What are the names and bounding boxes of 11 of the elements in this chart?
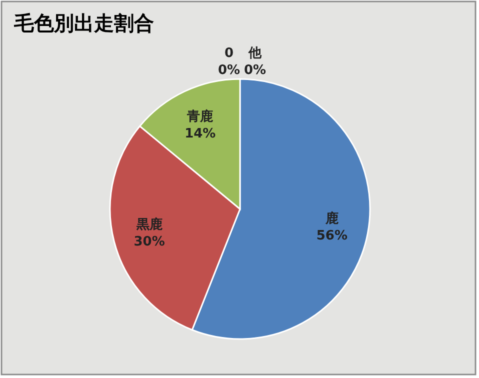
- category-label: 他: [248, 46, 262, 61]
- slice-label: 青鹿: [186, 108, 214, 124]
- slice-label: 鹿: [324, 210, 338, 227]
- data-label: 30%: [134, 234, 165, 250]
- slice-label: 黒鹿: [135, 216, 162, 232]
- category-label: 0: [224, 46, 234, 61]
- data-label: 56%: [316, 228, 348, 244]
- text: 0%: [218, 63, 240, 78]
- chart-title: 毛色別出走割合: [13, 11, 154, 35]
- text: 0%: [244, 63, 266, 78]
- data-label: 14%: [184, 126, 216, 142]
